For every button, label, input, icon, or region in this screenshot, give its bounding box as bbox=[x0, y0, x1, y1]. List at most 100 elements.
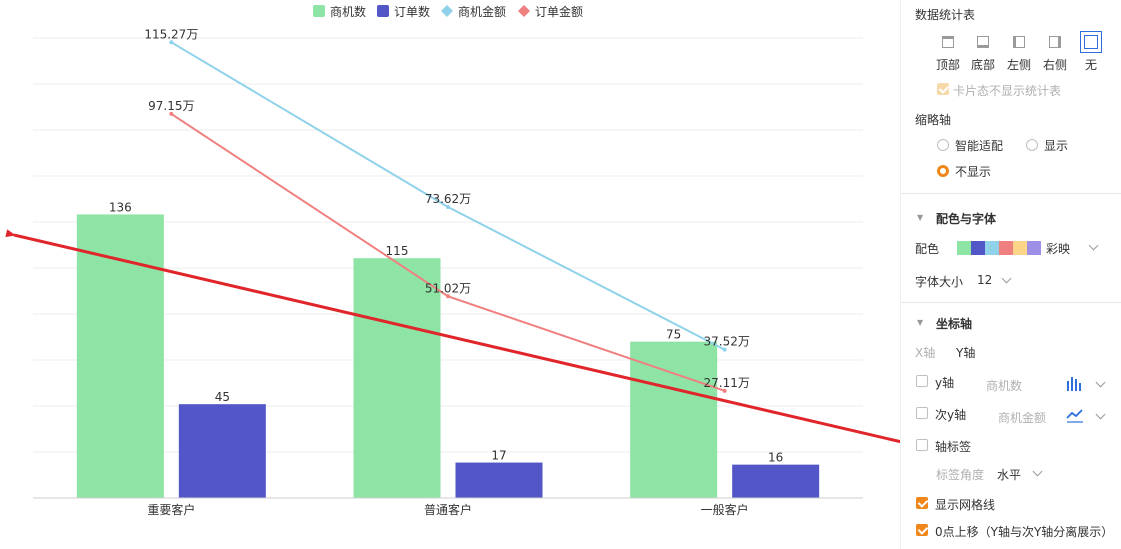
line-chart-icon[interactable] bbox=[1066, 407, 1084, 423]
tab-x-axis[interactable]: X轴 bbox=[915, 346, 936, 360]
bar-chart-icon[interactable] bbox=[1066, 375, 1084, 391]
position-right-label: 右侧 bbox=[1042, 58, 1067, 72]
legend-label: 订单金额 bbox=[535, 4, 583, 19]
chevron-down-icon bbox=[1088, 240, 1099, 251]
legend-label: 商机金额 bbox=[458, 4, 506, 19]
chevron-down-icon[interactable] bbox=[1095, 377, 1106, 388]
divider bbox=[901, 302, 1121, 303]
color-font-title: 配色与字体 bbox=[936, 212, 997, 226]
line-value-label: 115.27万 bbox=[144, 27, 198, 41]
legend-label: 订单数 bbox=[394, 4, 430, 19]
annotation-arrow bbox=[5, 229, 900, 444]
secondary-y-axis-field[interactable]: 商机金额 bbox=[998, 411, 1047, 425]
zero-up-label: 0点上移（Y轴与次Y轴分离展示） bbox=[935, 525, 1114, 539]
font-size-value: 12 bbox=[977, 273, 993, 287]
x-tick-label: 一般客户 bbox=[701, 502, 749, 517]
red-arrow bbox=[5, 229, 900, 444]
bar-value-label: 136 bbox=[109, 200, 132, 214]
bar bbox=[178, 404, 266, 498]
thumbnail-show-label: 显示 bbox=[1044, 139, 1069, 153]
position-left-label: 左侧 bbox=[1006, 58, 1031, 72]
axis-label-label: 轴标签 bbox=[935, 440, 972, 454]
thumbnail-smart-label: 智能适配 bbox=[955, 139, 1004, 153]
position-top-button[interactable] bbox=[937, 31, 959, 53]
palette-swatch bbox=[1013, 241, 1027, 255]
position-right-button[interactable] bbox=[1044, 31, 1066, 53]
palette-swatch bbox=[957, 241, 971, 255]
thumbnail-axis-title: 缩略轴 bbox=[915, 113, 952, 127]
position-top-label: 顶部 bbox=[935, 58, 960, 72]
position-none-label: 无 bbox=[1084, 58, 1097, 72]
position-none-button[interactable] bbox=[1080, 31, 1102, 53]
palette-name: 彩映 bbox=[1046, 242, 1071, 256]
settings-panel: 数据统计表 顶部 底部 左侧 右侧 无 卡片态不显示统计表 缩略轴 智能适配 显… bbox=[900, 0, 1121, 549]
show-grid-checkbox[interactable] bbox=[916, 497, 928, 509]
line-value-label: 51.02万 bbox=[425, 281, 471, 295]
chart-area: 136 45 115 17 75 16 115.27万 73.62万 37.52万 97.15万 5… bbox=[5, 4, 900, 517]
layout-none-icon bbox=[1084, 35, 1098, 49]
palette-swatch bbox=[999, 241, 1013, 255]
chevron-down-icon bbox=[1032, 466, 1043, 477]
line-point bbox=[722, 347, 727, 352]
legend-swatch bbox=[518, 5, 530, 17]
bar-value-label: 75 bbox=[666, 328, 681, 342]
gridlines bbox=[33, 37, 863, 453]
line-value-label: 37.52万 bbox=[703, 335, 749, 349]
y-axis-label: y轴 bbox=[935, 376, 955, 390]
collapse-caret-icon[interactable]: ▼ bbox=[917, 213, 924, 222]
palette-swatch bbox=[1027, 241, 1041, 255]
y-axis-field[interactable]: 商机数 bbox=[986, 379, 1023, 393]
bar-value-label: 45 bbox=[215, 390, 230, 404]
thumbnail-smart-radio[interactable] bbox=[937, 139, 949, 151]
thumbnail-hide-radio[interactable] bbox=[937, 165, 949, 177]
bar bbox=[76, 214, 164, 498]
line-value-label: 73.62万 bbox=[425, 192, 471, 206]
position-left-button[interactable] bbox=[1008, 31, 1030, 53]
line-point bbox=[169, 40, 174, 45]
tab-y-axis[interactable]: Y轴 bbox=[956, 346, 976, 360]
x-tick-label: 普通客户 bbox=[424, 502, 472, 517]
bar-value-label: 16 bbox=[768, 451, 783, 465]
line-point bbox=[446, 204, 450, 209]
divider bbox=[901, 193, 1121, 194]
bar-value-label: 17 bbox=[491, 449, 506, 463]
secondary-y-axis-checkbox[interactable] bbox=[916, 407, 928, 419]
card-hide-stats-label: 卡片态不显示统计表 bbox=[953, 84, 1062, 98]
palette-swatch bbox=[985, 241, 999, 255]
y-axis-checkbox[interactable] bbox=[916, 375, 928, 387]
bar bbox=[630, 341, 718, 498]
chevron-down-icon[interactable] bbox=[1095, 409, 1106, 420]
bar bbox=[732, 464, 820, 498]
legend-swatch bbox=[441, 5, 453, 17]
x-axis: 重要客户 普通客户 一般客户 bbox=[33, 497, 863, 517]
line-point bbox=[169, 111, 174, 116]
layout-bottom-icon bbox=[977, 36, 989, 48]
layout-left-icon bbox=[1013, 36, 1025, 48]
thumbnail-show-radio[interactable] bbox=[1026, 139, 1038, 151]
collapse-caret-icon[interactable]: ▼ bbox=[917, 318, 924, 327]
palette-label: 配色 bbox=[915, 242, 940, 256]
line-point bbox=[446, 294, 450, 299]
bar bbox=[353, 258, 441, 498]
axis-title: 坐标轴 bbox=[936, 317, 973, 331]
palette-swatch bbox=[971, 241, 985, 255]
position-bottom-button[interactable] bbox=[972, 31, 994, 53]
position-bottom-label: 底部 bbox=[970, 58, 995, 72]
font-size-label: 字体大小 bbox=[915, 275, 964, 289]
card-hide-stats-checkbox[interactable] bbox=[937, 83, 949, 95]
legend-swatch bbox=[313, 5, 325, 17]
secondary-y-axis-label: 次y轴 bbox=[935, 408, 967, 422]
bar-series bbox=[76, 214, 820, 498]
stats-table-title: 数据统计表 bbox=[915, 8, 976, 22]
show-grid-label: 显示网格线 bbox=[935, 498, 996, 512]
layout-right-icon bbox=[1049, 36, 1061, 48]
zero-up-checkbox[interactable] bbox=[916, 524, 928, 536]
legend[interactable]: 商机数 订单数 商机金额 订单金额 bbox=[313, 4, 583, 19]
line-point bbox=[722, 388, 727, 393]
legend-swatch bbox=[377, 5, 389, 17]
data-labels: 136 45 115 17 75 16 115.27万 73.62万 37.52万 97.15万 5… bbox=[109, 27, 783, 464]
layout-top-icon bbox=[942, 36, 954, 48]
axis-label-checkbox[interactable] bbox=[916, 439, 928, 451]
thumbnail-hide-label: 不显示 bbox=[955, 165, 992, 179]
